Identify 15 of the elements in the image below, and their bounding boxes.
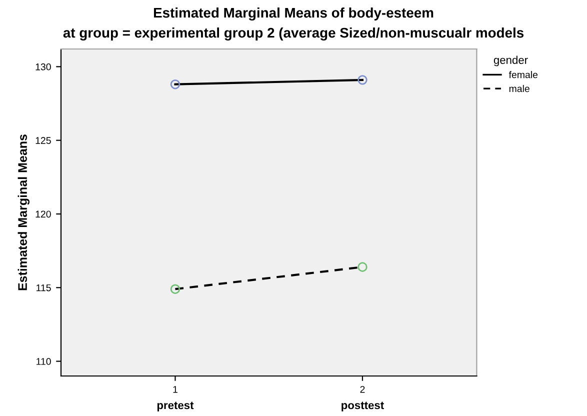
- y-tick-label: 125: [36, 137, 51, 144]
- legend-label: female: [508, 71, 538, 78]
- text: pretest: [157, 402, 194, 412]
- x-tick-label: 2: [360, 386, 365, 393]
- x-tick-label: 1: [173, 386, 178, 393]
- text: posttest: [342, 402, 384, 412]
- y-tick-label: 110: [36, 358, 51, 365]
- legend-label: male: [509, 84, 530, 92]
- chart-subtitle: at group = experimental group 2 (average Sized/non-muscualr models: [63, 27, 524, 41]
- y-tick-label: 120: [36, 210, 51, 218]
- y-axis-title: Estimated Marginal Means: [18, 134, 30, 290]
- chart-title: Estimated Marginal Means of body-esteem: [154, 7, 434, 21]
- y-tick-label: 130: [36, 63, 51, 70]
- y-tick-label: 115: [36, 284, 51, 292]
- legend-title: gender: [494, 56, 528, 66]
